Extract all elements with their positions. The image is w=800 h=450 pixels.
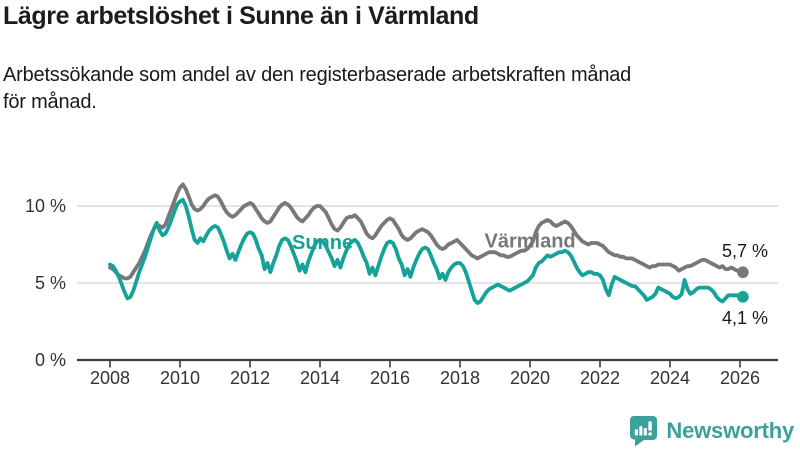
subtitle-line-2: för månad. <box>3 90 97 113</box>
y-tick-label: 10 % <box>25 196 66 216</box>
brand-name: Newsworthy <box>666 418 794 443</box>
x-tick-label: 2012 <box>230 368 270 388</box>
series-line-varmland <box>108 182 745 281</box>
x-tick-label: 2014 <box>300 368 340 388</box>
x-tick-label: 2024 <box>650 368 690 388</box>
x-tick-label: 2026 <box>720 368 760 388</box>
end-value-label-sunne: 4,1 % <box>722 308 768 328</box>
y-tick-label: 5 % <box>35 273 66 293</box>
series-end-dot-varmland <box>737 266 749 279</box>
series-label-sunne: Sunne <box>292 232 353 254</box>
x-tick-label: 2010 <box>160 368 200 388</box>
y-tick-label: 0 % <box>35 350 66 370</box>
x-tick-label: 2020 <box>510 368 550 388</box>
chart-title: Lägre arbetslöshet i Sunne än i Värmland <box>3 2 479 30</box>
brand-logo: Newsworthy <box>629 415 794 447</box>
x-tick-label: 2022 <box>580 368 620 388</box>
series-label-varmland: Värmland <box>485 231 576 253</box>
end-value-label-varmland: 5,7 % <box>722 241 768 261</box>
x-tick-label: 2016 <box>370 368 410 388</box>
chart-subtitle: Arbetssökande som andel av den registerb… <box>3 62 793 115</box>
newsworthy-logo-icon <box>630 416 658 447</box>
x-tick-label: 2008 <box>90 368 130 388</box>
series-end-dot-sunne <box>737 291 749 303</box>
x-tick-label: 2018 <box>440 368 480 388</box>
subtitle-line-1: Arbetssökande som andel av den registerb… <box>3 64 632 86</box>
series-line-sunne <box>108 197 745 305</box>
